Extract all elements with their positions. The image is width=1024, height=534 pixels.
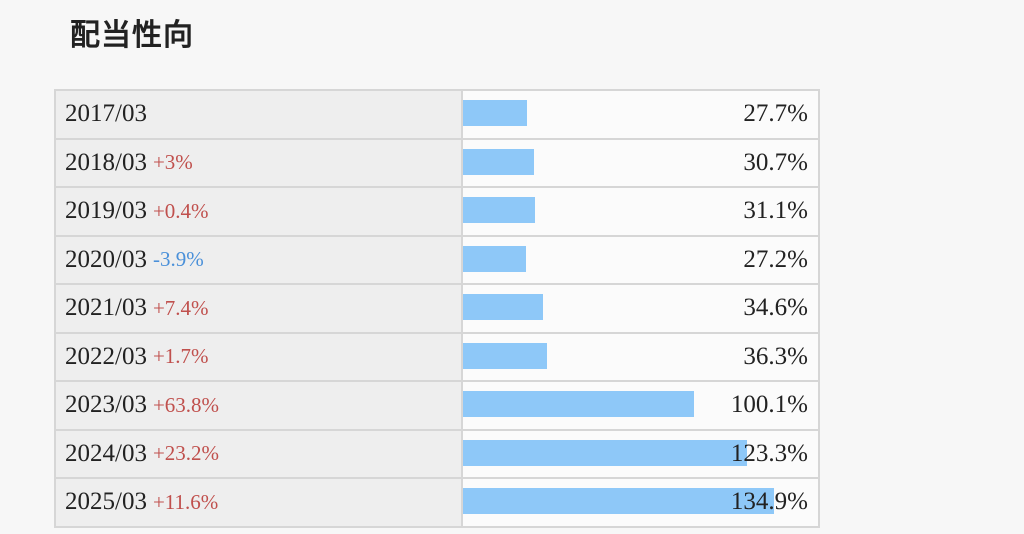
period-label: 2024/03 +23.2% [56,430,461,477]
period-text: 2017/03 [65,100,147,128]
value-label: 36.3% [743,342,808,370]
change-text: +63.8% [152,392,220,417]
table-row: 2018/03 +3% 30.7% [56,139,818,186]
table-row: 2017/03 27.7% [56,91,818,138]
period-label: 2017/03 [56,91,461,138]
bar-cell: 31.1% [463,188,818,235]
bar-cell: 100.1% [463,382,818,429]
period-label: 2023/03 +63.8% [56,382,461,429]
period-text: 2018/03 [65,148,147,176]
table-row: 2019/03 +0.4% 31.1% [56,188,818,235]
period-label: 2018/03 +3% [56,139,461,186]
change-text: +11.6% [152,489,219,514]
period-text: 2025/03 [65,488,147,516]
bar [463,439,747,466]
change-text: +1.7% [152,344,209,369]
bar-cell: 27.2% [463,236,818,283]
bar [463,488,774,514]
value-label: 123.3% [730,439,808,467]
period-text: 2020/03 [65,245,147,273]
period-text: 2021/03 [65,294,147,322]
value-label: 34.6% [743,294,808,322]
value-label: 134.9% [730,488,808,516]
change-text: +23.2% [152,441,220,466]
change-text: -3.9% [152,247,204,272]
change-text: +3% [152,150,193,175]
bar-cell: 34.6% [463,285,818,332]
period-text: 2022/03 [65,342,147,370]
table-row: 2021/03 +7.4% 34.6% [56,285,818,332]
bar-cell: 30.7% [463,139,818,186]
chart-title: 配当性向 [70,18,194,53]
bar [463,294,543,320]
period-text: 2019/03 [65,197,147,225]
payout-ratio-table: 2017/03 27.7% 2018/03 +3% 30.7% 2019/03 +0.4% 3… [54,89,820,528]
period-text: 2023/03 [65,391,147,419]
table-row: 2025/03 +11.6% 134.9% [56,479,818,526]
value-label: 31.1% [743,197,808,225]
bar [463,100,527,126]
bar-cell: 27.7% [463,91,818,138]
table-row: 2022/03 +1.7% 36.3% [56,333,818,380]
value-label: 100.1% [730,391,808,419]
period-text: 2024/03 [65,439,147,467]
change-text: +7.4% [152,295,209,320]
table-row: 2023/03 +63.8% 100.1% [56,382,818,429]
value-label: 30.7% [743,148,808,176]
bar [463,342,547,369]
period-label: 2025/03 +11.6% [56,479,461,526]
bar-cell: 123.3% [463,430,818,477]
period-label: 2019/03 +0.4% [56,188,461,235]
bar-cell: 36.3% [463,333,818,380]
bar [463,245,526,272]
change-text: +0.4% [152,198,209,223]
table-row: 2020/03 -3.9% 27.2% [56,236,818,283]
value-label: 27.7% [743,100,808,128]
bar [463,391,694,417]
bar [463,148,534,175]
table-row: 2024/03 +23.2% 123.3% [56,430,818,477]
bar-cell: 134.9% [463,479,818,526]
bar [463,197,535,223]
period-label: 2020/03 -3.9% [56,236,461,283]
period-label: 2022/03 +1.7% [56,333,461,380]
period-label: 2021/03 +7.4% [56,285,461,332]
value-label: 27.2% [743,245,808,273]
